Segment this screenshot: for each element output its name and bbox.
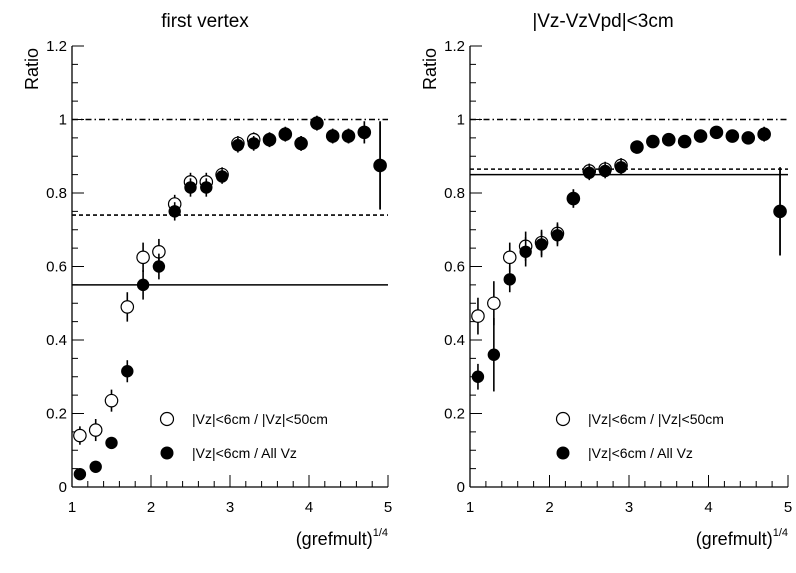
y-tick-label: 0 bbox=[457, 479, 465, 496]
data-point-filled bbox=[630, 140, 644, 154]
x-axis-label: (grefmult)1/4 bbox=[696, 527, 788, 549]
legend-label: |Vz|<6cm / All Vz bbox=[192, 445, 297, 461]
data-point-filled bbox=[694, 129, 707, 143]
data-point-filled bbox=[471, 370, 485, 383]
data-point-filled bbox=[773, 205, 787, 218]
data-point-filled bbox=[231, 139, 245, 152]
y-tick-label: 0 bbox=[59, 479, 67, 496]
data-point-filled bbox=[503, 273, 516, 286]
y-tick-label: 0.4 bbox=[444, 332, 465, 349]
x-axis-label-main: (grefmult) bbox=[296, 529, 373, 549]
y-axis-label: Ratio bbox=[420, 48, 440, 90]
legend-label: |Vz|<6cm / |Vz|<50cm bbox=[588, 411, 724, 427]
series-filled bbox=[471, 126, 787, 392]
y-tick-label: 0.8 bbox=[444, 185, 465, 202]
x-axis-label: (grefmult)1/4 bbox=[296, 527, 388, 549]
y-tick-label: 1 bbox=[59, 112, 67, 129]
x-tick-label: 1 bbox=[466, 499, 474, 516]
y-tick-label: 1 bbox=[457, 112, 465, 129]
x-tick-label: 5 bbox=[384, 499, 392, 516]
data-point-open bbox=[136, 250, 150, 265]
data-point-filled bbox=[742, 131, 755, 145]
data-point-filled bbox=[263, 133, 276, 146]
data-point-filled bbox=[598, 164, 612, 178]
data-point-filled bbox=[136, 278, 150, 292]
legend: |Vz|<6cm / |Vz|<50cm |Vz|<6cm / All Vz bbox=[159, 411, 328, 461]
data-point-filled bbox=[200, 181, 213, 194]
y-tick-label: 1.2 bbox=[444, 38, 465, 55]
data-point-open bbox=[120, 300, 135, 314]
data-point-filled bbox=[168, 205, 181, 218]
data-point-open bbox=[104, 393, 119, 408]
data-point-filled bbox=[294, 137, 308, 150]
series-open bbox=[471, 125, 787, 335]
y-axis-label: Ratio bbox=[22, 48, 42, 90]
x-tick-label: 4 bbox=[704, 499, 712, 516]
legend-label: |Vz|<6cm / |Vz|<50cm bbox=[192, 411, 328, 427]
x-tick-label: 4 bbox=[305, 499, 313, 516]
y-tick-label: 0.8 bbox=[46, 185, 67, 202]
data-point-open bbox=[73, 428, 87, 443]
data-point-filled bbox=[614, 161, 628, 174]
y-tick-label: 0.6 bbox=[444, 259, 465, 276]
data-point-filled bbox=[678, 135, 691, 148]
x-axis-label-main: (grefmult) bbox=[696, 529, 773, 549]
legend-marker-filled bbox=[556, 446, 570, 460]
data-point-filled bbox=[373, 159, 387, 172]
data-point-filled bbox=[487, 348, 501, 361]
data-point-filled bbox=[105, 436, 118, 450]
data-point-filled bbox=[583, 166, 596, 179]
data-point-filled bbox=[519, 245, 532, 258]
legend-marker-filled bbox=[160, 446, 174, 460]
legend-marker-open bbox=[159, 411, 175, 427]
x-axis-label-superscript: 1/4 bbox=[373, 527, 388, 539]
x-axis-label-superscript: 1/4 bbox=[773, 527, 788, 539]
data-point-filled bbox=[551, 229, 564, 242]
data-point-open bbox=[471, 309, 485, 323]
chart-title: first vertex bbox=[161, 11, 249, 32]
panel-1: 1 2 3 4 5 0 0.2 0.4 0.6 0.8 1 1.2 first vertex Ratio (… bbox=[22, 11, 392, 549]
x-tick-label: 1 bbox=[68, 499, 76, 516]
data-point-filled bbox=[89, 460, 102, 473]
data-point-filled bbox=[279, 128, 292, 141]
data-point-filled bbox=[121, 365, 134, 378]
data-point-filled bbox=[567, 192, 580, 205]
chart-title: |Vz-VzVpd|<3cm bbox=[532, 11, 673, 32]
data-point-filled bbox=[215, 170, 229, 183]
data-point-filled bbox=[184, 181, 197, 194]
data-point-filled bbox=[358, 126, 371, 139]
data-point-filled bbox=[326, 129, 339, 143]
legend: |Vz|<6cm / |Vz|<50cm |Vz|<6cm / All Vz bbox=[555, 411, 724, 461]
data-point-open bbox=[88, 423, 103, 437]
data-point-filled bbox=[310, 116, 324, 130]
data-point-open bbox=[502, 250, 517, 265]
x-tick-label: 2 bbox=[545, 499, 553, 516]
y-tick-label: 0.4 bbox=[46, 332, 67, 349]
legend-marker-open bbox=[555, 411, 571, 427]
x-tick-label: 3 bbox=[226, 499, 234, 516]
data-point-open bbox=[487, 296, 501, 311]
y-tick-label: 1.2 bbox=[46, 38, 67, 55]
data-point-filled bbox=[646, 135, 660, 148]
data-point-filled bbox=[535, 238, 548, 251]
x-tick-label: 2 bbox=[147, 499, 155, 516]
x-tick-label: 5 bbox=[784, 499, 792, 516]
data-point-filled bbox=[757, 128, 771, 141]
data-point-filled bbox=[710, 126, 723, 139]
data-point-filled bbox=[726, 129, 739, 143]
data-point-filled bbox=[152, 260, 166, 273]
y-tick-label: 0.6 bbox=[46, 259, 67, 276]
x-tick-label: 3 bbox=[625, 499, 633, 516]
panel-2: 1 2 3 4 5 0 0.2 0.4 0.6 0.8 1 1.2 |Vz-VzVpd|<3cm Rati… bbox=[420, 11, 792, 549]
series-open bbox=[73, 115, 387, 445]
series-filled bbox=[73, 115, 387, 481]
y-tick-label: 0.2 bbox=[444, 406, 465, 423]
data-point-filled bbox=[342, 129, 355, 143]
y-tick-label: 0.2 bbox=[46, 406, 67, 423]
data-point-filled bbox=[73, 467, 87, 481]
data-point-filled bbox=[662, 133, 675, 146]
legend-label: |Vz|<6cm / All Vz bbox=[588, 445, 693, 461]
data-point-filled bbox=[247, 137, 260, 150]
